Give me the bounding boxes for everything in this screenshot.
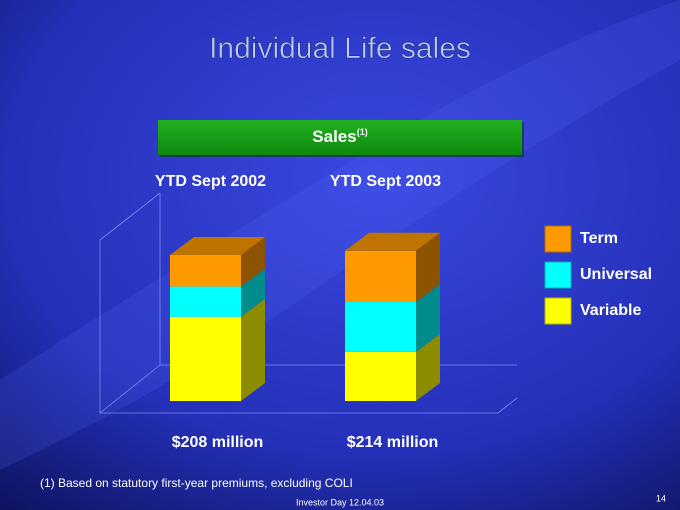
bar-side — [416, 232, 440, 303]
bar-top — [345, 232, 440, 251]
chart-frame — [99, 192, 518, 414]
bar-segment — [170, 286, 241, 317]
subtitle: Sales(1) — [312, 127, 367, 146]
legend-swatch — [544, 225, 572, 253]
bar-side — [241, 298, 265, 401]
bar-segment — [345, 250, 416, 303]
subtitle-note: (1) — [357, 127, 368, 137]
banner — [158, 120, 522, 155]
total-label: $208 million — [172, 434, 264, 451]
x-tick-label: YTD Sept 2003 — [330, 173, 441, 190]
total-label: $214 million — [347, 434, 439, 451]
bar-segment — [345, 351, 416, 401]
bar-segment — [170, 316, 241, 401]
subtitle-text: Sales — [312, 127, 356, 146]
bar-segment — [345, 302, 416, 352]
page-number: 14 — [656, 493, 666, 503]
bar-segment — [170, 254, 241, 287]
footer: Investor Day 12.04.03 — [296, 497, 384, 507]
bar-side — [241, 268, 265, 317]
bar-side — [416, 284, 440, 352]
bar-side — [416, 333, 440, 401]
x-tick-label: YTD Sept 2002 — [155, 173, 266, 190]
chart-title: Individual Life sales — [209, 32, 471, 65]
legend-label: Universal — [580, 266, 652, 283]
legend-label: Variable — [580, 302, 641, 319]
footnote: (1) Based on statutory first-year premiu… — [40, 476, 353, 490]
legend-label: Term — [580, 230, 618, 247]
legend-swatch — [544, 297, 572, 325]
legend-swatch — [544, 261, 572, 289]
bar-side — [241, 236, 265, 287]
bar-top — [170, 236, 265, 255]
